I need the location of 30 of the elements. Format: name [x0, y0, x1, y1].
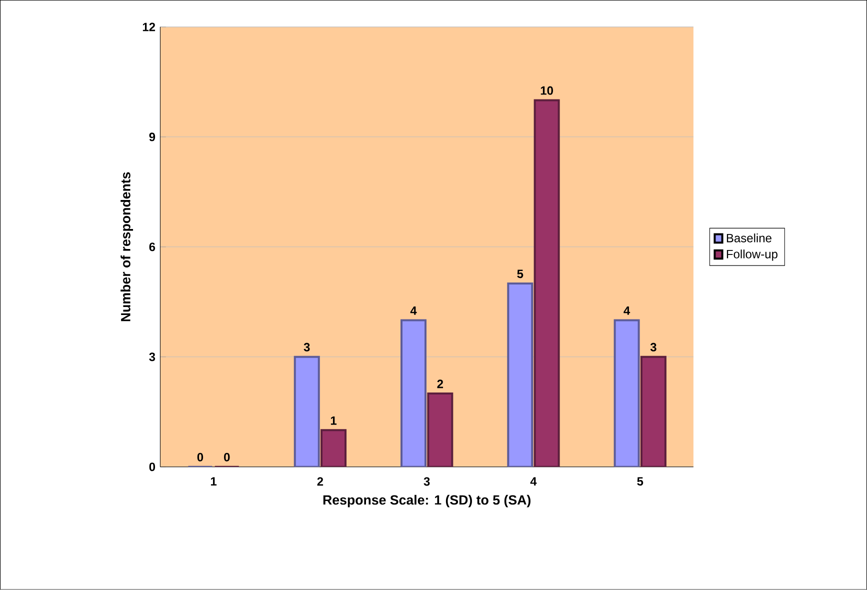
bar [534, 99, 560, 467]
legend-label: Follow-up [726, 250, 778, 261]
data-label: 2 [437, 380, 444, 388]
y-tick-label: 0 [149, 462, 156, 472]
data-label: 0 [224, 453, 230, 462]
y-tick-label: 3 [149, 352, 156, 362]
bar [640, 356, 666, 467]
data-label: 3 [650, 343, 656, 352]
bar [507, 282, 534, 467]
x-tick-label: 2 [317, 477, 324, 486]
data-label: 3 [304, 343, 310, 352]
x-tick-label: 4 [530, 477, 537, 486]
x-tick-label: 5 [637, 477, 644, 486]
data-label: 4 [410, 306, 417, 315]
data-label: 5 [517, 270, 524, 278]
data-label: 4 [624, 306, 630, 315]
data-label: 0 [197, 453, 204, 462]
legend-label: Baseline [726, 234, 772, 242]
bar [294, 356, 320, 467]
y-tick-label: 6 [149, 242, 156, 252]
data-label: 1 [330, 416, 337, 425]
data-label: 10 [540, 86, 553, 95]
bar [614, 319, 640, 467]
x-tick-label: 1 [210, 477, 217, 486]
y-axis-title: Number of respondents [120, 172, 134, 322]
x-axis-title: Response Scale: 1 (SD) to 5 (SA) [323, 495, 530, 508]
y-tick-label: 9 [149, 132, 156, 142]
bar [400, 319, 426, 467]
x-tick-label: 3 [424, 477, 430, 486]
y-tick-label: 12 [142, 22, 156, 32]
